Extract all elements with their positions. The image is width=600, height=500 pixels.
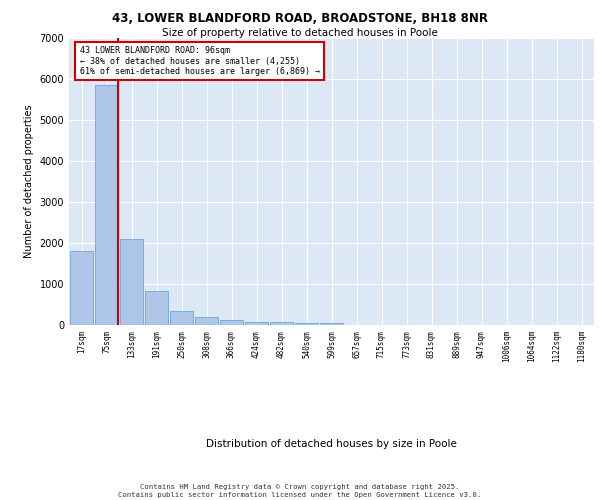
Bar — [270, 322, 293, 325]
Y-axis label: Number of detached properties: Number of detached properties — [24, 104, 34, 258]
Bar — [195, 317, 218, 325]
Bar — [120, 239, 143, 325]
Bar — [95, 84, 118, 325]
Bar — [145, 292, 168, 325]
Text: 43, LOWER BLANDFORD ROAD, BROADSTONE, BH18 8NR: 43, LOWER BLANDFORD ROAD, BROADSTONE, BH… — [112, 12, 488, 26]
Text: 43 LOWER BLANDFORD ROAD: 96sqm
← 38% of detached houses are smaller (4,255)
61% : 43 LOWER BLANDFORD ROAD: 96sqm ← 38% of … — [79, 46, 320, 76]
Bar — [220, 320, 243, 325]
Text: Contains HM Land Registry data © Crown copyright and database right 2025.
Contai: Contains HM Land Registry data © Crown c… — [118, 484, 482, 498]
Bar — [320, 324, 343, 325]
Bar — [295, 322, 318, 325]
Bar — [70, 251, 93, 325]
Bar — [245, 322, 268, 325]
Bar — [170, 312, 193, 325]
X-axis label: Distribution of detached houses by size in Poole: Distribution of detached houses by size … — [206, 438, 457, 448]
Text: Size of property relative to detached houses in Poole: Size of property relative to detached ho… — [162, 28, 438, 38]
